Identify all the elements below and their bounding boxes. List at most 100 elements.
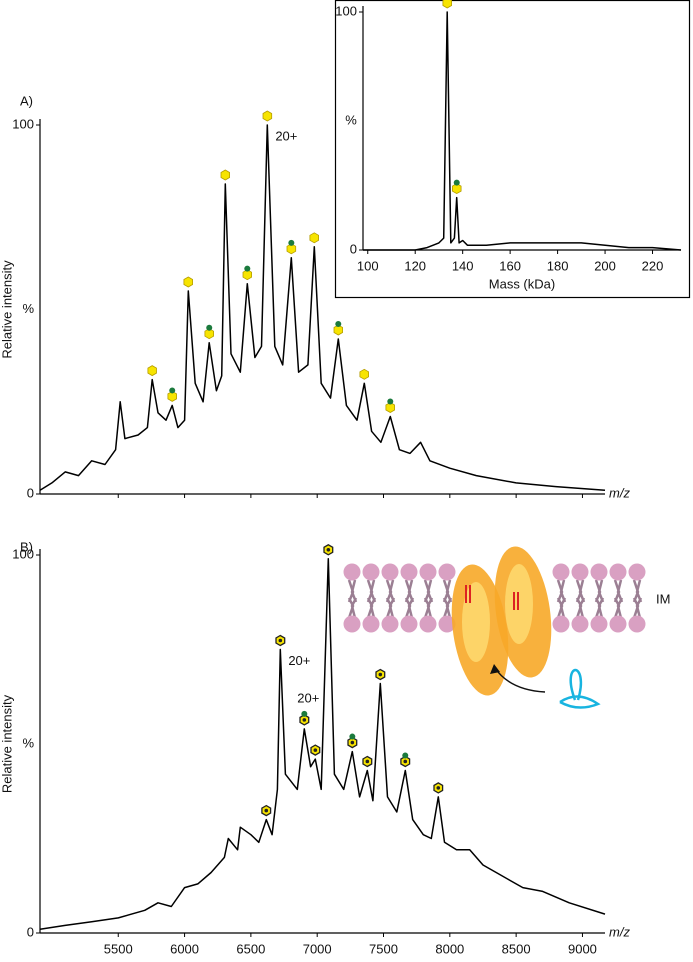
x-tick-label: 8000 [435, 941, 464, 956]
lipid-head [571, 615, 589, 633]
marker-center [326, 547, 331, 552]
marker [359, 368, 369, 380]
marker [333, 324, 343, 336]
x-tick-label: 7000 [303, 941, 332, 956]
lipid-head [552, 563, 570, 581]
lipid-tail [385, 579, 396, 619]
x-tick-label: 7500 [369, 941, 398, 956]
bound-lipid [465, 585, 519, 610]
charge-label: 20+ [288, 653, 310, 668]
lipid-head [552, 615, 570, 633]
lipid-head [419, 615, 437, 633]
y-tick-label: 0 [27, 485, 34, 500]
marker [183, 276, 193, 288]
lipid-head [609, 563, 627, 581]
lipid-tail [632, 579, 643, 619]
marker-cap [349, 733, 356, 740]
spectrum-line [39, 558, 606, 930]
y-axis-label: Relative intensity [0, 260, 14, 359]
x-axis-label: m/z [609, 485, 630, 500]
marker [442, 0, 452, 9]
lipid-head [362, 563, 380, 581]
lipid-head [438, 563, 456, 581]
marker-center [313, 748, 318, 752]
ligand-icon [559, 668, 601, 709]
marker-cap [244, 265, 251, 272]
lipid-head [628, 563, 646, 581]
x-axis-label: m/z [609, 924, 630, 939]
marker-center [436, 786, 441, 790]
marker-cap [453, 179, 460, 186]
lipid-tail [556, 579, 567, 619]
marker-cap [402, 752, 409, 759]
marker [452, 183, 462, 195]
lipid-head [609, 615, 627, 633]
membrane-label: IM [656, 591, 670, 606]
y-axis-label: Relative intensity [0, 694, 14, 793]
spectrum-line [39, 124, 606, 492]
x-tick-label: 160 [499, 258, 521, 273]
x-tick-label: 200 [594, 258, 616, 273]
arrowhead [490, 664, 500, 674]
membrane-diagram: IM [343, 546, 670, 709]
lipid-tail [575, 579, 586, 619]
lipid-head [343, 615, 361, 633]
marker-cap [301, 710, 308, 717]
marker [286, 243, 297, 255]
marker-center [365, 759, 370, 764]
marker-center [264, 808, 269, 813]
lipid-head [571, 563, 589, 581]
y-mid-label: % [22, 301, 34, 316]
marker [242, 269, 252, 281]
lipid-tail [404, 579, 415, 619]
charge-label: 20+ [297, 690, 319, 705]
marker [167, 390, 177, 402]
marker-cap [206, 324, 213, 331]
marker-cap [169, 387, 176, 394]
panel-label: A) [20, 93, 33, 108]
y-mid-label: % [22, 735, 34, 750]
lipid-head [400, 615, 418, 633]
lipid-tail [594, 579, 605, 619]
lipid-tail [442, 579, 453, 619]
panel-label: B) [20, 539, 33, 554]
x-tick-label: 5500 [104, 941, 133, 956]
spectrum-line [363, 11, 682, 251]
x-tick-label: 100 [357, 258, 379, 273]
y-tick-label: 0 [27, 924, 34, 939]
lipid-tail [423, 579, 434, 619]
marker [220, 169, 230, 181]
lipid-head [381, 615, 399, 633]
lipid-head [343, 563, 361, 581]
marker-center [302, 718, 307, 722]
lipid-head [362, 615, 380, 633]
marker [385, 402, 395, 413]
lipid-head [381, 563, 399, 581]
marker-cap [288, 239, 295, 246]
x-tick-label: 120 [404, 258, 426, 273]
marker-cap [335, 321, 342, 328]
marker [262, 110, 273, 122]
y-tick-label: 100 [12, 116, 34, 131]
y-tick-label: 0 [350, 241, 357, 256]
marker-cap [387, 398, 394, 405]
marker-center [403, 759, 408, 764]
x-tick-label: 6500 [236, 941, 265, 956]
y-tick-label: 100 [12, 546, 34, 561]
lipid-tail [366, 579, 377, 619]
x-tick-label: 140 [452, 258, 474, 273]
y-mid-label: % [345, 112, 357, 127]
inset-frame [334, 0, 691, 299]
lipid-head [438, 615, 456, 633]
marker-center [350, 740, 355, 745]
marker [204, 328, 214, 340]
lipid-tail [347, 579, 358, 619]
lipid-head [590, 563, 608, 581]
marker-center [378, 672, 383, 677]
marker [309, 232, 319, 244]
lipid-head [419, 563, 437, 581]
x-tick-label: 8500 [502, 941, 531, 956]
x-tick-label: 180 [547, 258, 569, 273]
lipid-head [400, 563, 418, 581]
